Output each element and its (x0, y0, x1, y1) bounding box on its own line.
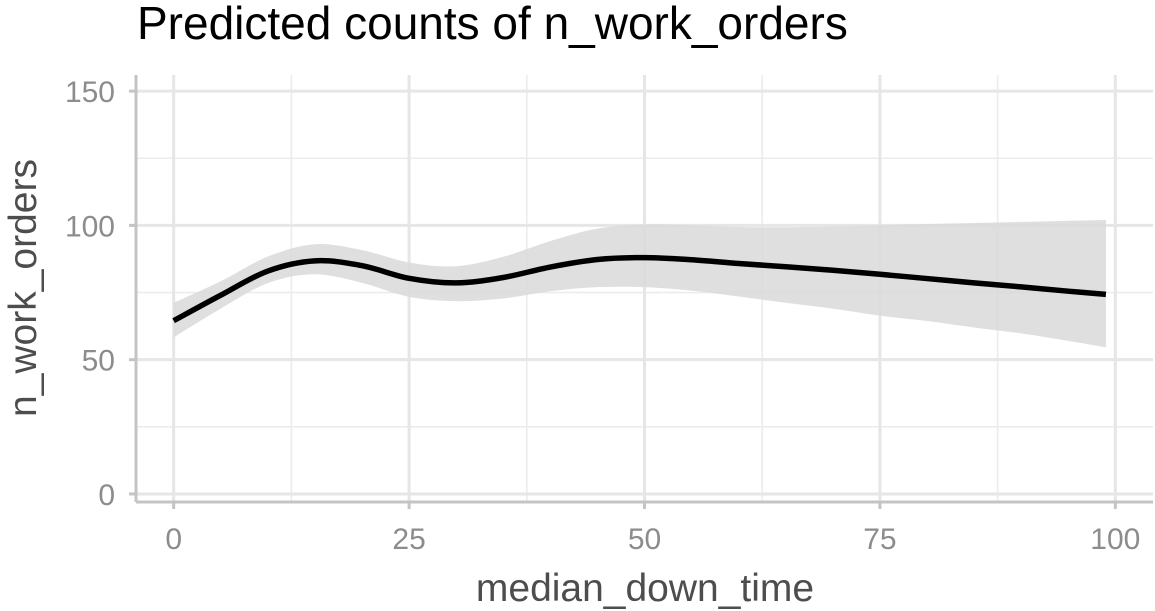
chart-title: Predicted counts of n_work_orders (137, 0, 848, 49)
x-tick-label: 100 (1090, 523, 1140, 556)
axes (129, 75, 1153, 509)
x-tick-label: 50 (628, 523, 661, 556)
y-tick-label: 0 (98, 479, 115, 512)
y-tick-label: 50 (82, 345, 115, 378)
predicted-fit-line (172, 254, 1107, 324)
x-tick-label: 0 (165, 523, 182, 556)
x-axis-title: median_down_time (476, 567, 814, 610)
confidence-band-layer (173, 220, 1106, 348)
y-axis-title: n_work_orders (2, 159, 45, 417)
x-tick-label: 25 (392, 523, 425, 556)
confidence-band (173, 220, 1106, 348)
fit-line-layer (172, 254, 1107, 324)
y-tick-label: 100 (65, 210, 115, 243)
tick-labels: 0 25 50 75 100 0 50 100 150 (65, 76, 1140, 556)
x-tick-label: 75 (863, 523, 896, 556)
y-tick-label: 150 (65, 76, 115, 109)
grid-lines (136, 75, 1153, 502)
